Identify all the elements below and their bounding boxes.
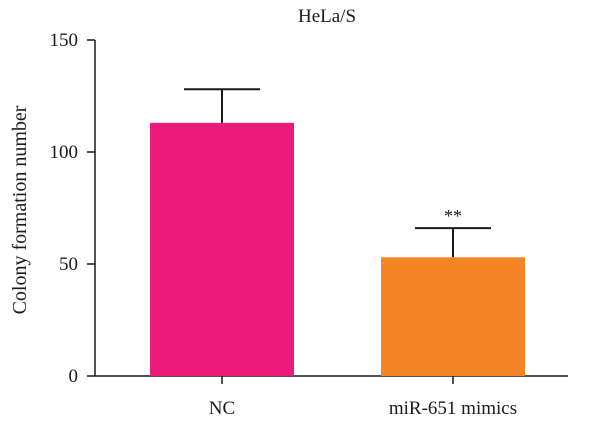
x-tick-label: miR-651 mimics [389,398,517,419]
x-tick-label: NC [209,398,235,419]
y-tick-label: 100 [50,142,79,163]
chart-marks: 0 50 100 150 NC miR-651 mimics ** [50,30,525,419]
bar [150,122,294,376]
y-tick-label: 50 [59,254,78,275]
bar [381,257,525,376]
y-tick-label: 0 [69,366,79,387]
y-axis-label: Colony formation number [9,105,31,314]
chart-title: HeLa/S [298,6,356,27]
y-tick-label: 150 [50,30,79,51]
significance-label: ** [444,206,462,226]
